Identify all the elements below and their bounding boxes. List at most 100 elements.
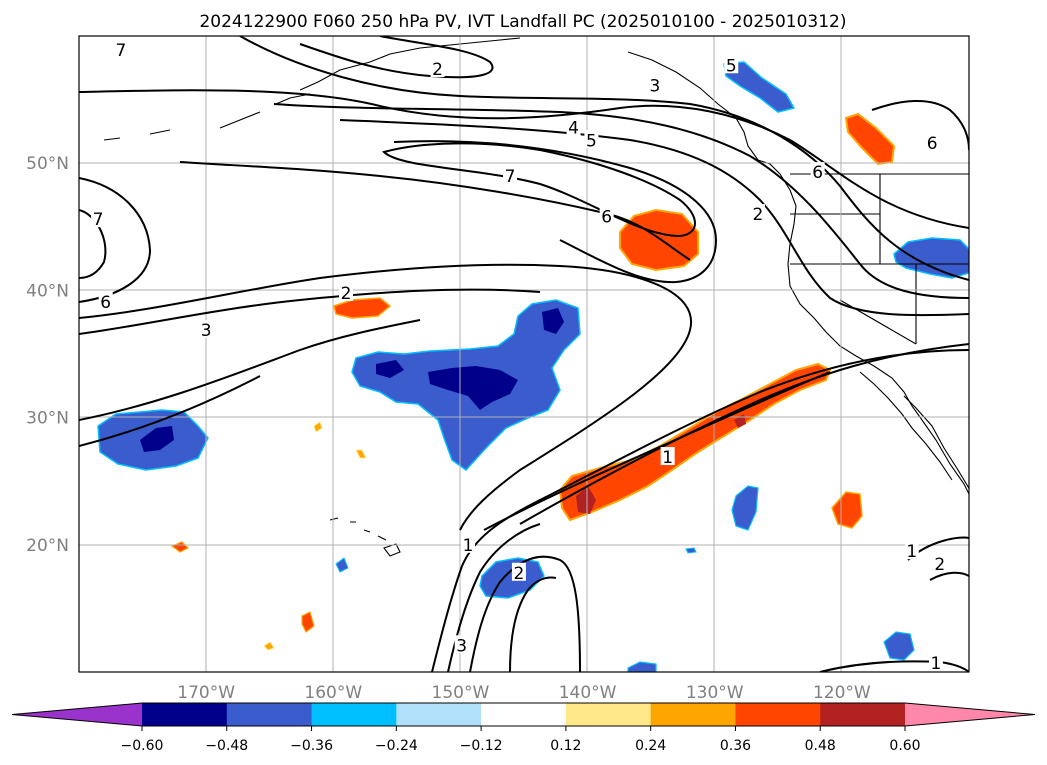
contour-label-bg (430, 59, 445, 78)
strong-negative-core (542, 308, 564, 334)
hawaii-islands (329, 517, 401, 557)
colorbar-segment (650, 703, 736, 726)
colorbar-segment (481, 703, 567, 726)
positive-anomaly-patch (301, 611, 315, 633)
lon-tick-label: 120°W (813, 683, 871, 703)
negative-anomaly-patch (335, 557, 349, 573)
colorbar-segment (820, 703, 906, 726)
contour-label-bg (925, 132, 940, 151)
positive-anomaly-patch (333, 297, 392, 319)
lon-tick-label: 130°W (686, 683, 744, 703)
pv-contour (339, 119, 969, 317)
positive-anomaly-patch (831, 491, 863, 529)
colorbar-tick-label: −0.60 (121, 738, 164, 754)
contour-label-bg (98, 291, 113, 310)
pv-contour (79, 288, 541, 335)
pv-contour (79, 375, 261, 447)
negative-anomaly-patch (893, 237, 969, 279)
colorbar-tick-label: −0.24 (375, 738, 418, 754)
negative-anomaly-patch (731, 485, 759, 531)
strong-negative-core (140, 426, 174, 452)
contour-label: 2 (514, 564, 525, 584)
pv-contour (483, 371, 831, 531)
lon-tick-label: 150°W (432, 683, 490, 703)
contour-label: 3 (456, 636, 467, 656)
alaska-coast (103, 37, 521, 141)
contour-label: 2 (753, 205, 764, 225)
contour-label: 5 (586, 131, 597, 151)
pv-contour (273, 103, 969, 299)
contour-label: 7 (116, 41, 127, 61)
lat-tick-label: 30°N (26, 409, 69, 429)
lon-tick-label: 140°W (559, 683, 617, 703)
negative-anomaly-patch (685, 547, 697, 554)
contour-label: 1 (931, 654, 942, 674)
contour-label: 7 (505, 167, 516, 187)
colorbar-segment (396, 703, 482, 726)
lat-tick-label: 50°N (26, 154, 69, 174)
mexico-coast (903, 395, 969, 490)
contour-label-bg (599, 206, 614, 225)
contour-label-bg (91, 209, 106, 228)
contour-label: 1 (906, 542, 917, 562)
coastlines (103, 37, 969, 557)
pv-contour (431, 349, 969, 672)
contour-label-bg (810, 162, 825, 181)
contour-label-bg (932, 553, 947, 572)
pv-contour (79, 263, 693, 531)
colorbar-segment (565, 703, 652, 726)
lat-tick-label: 40°N (26, 281, 69, 301)
colorbar-tick-label: 0.36 (720, 738, 751, 754)
contour-label: 2 (341, 284, 352, 304)
colorbar-extend-low (12, 703, 142, 726)
contour-label: 6 (601, 208, 612, 228)
contour-label-bg (660, 447, 675, 466)
colorbar-tick-label: 0.48 (805, 738, 836, 754)
map-frame (78, 35, 970, 673)
contour-label: 5 (726, 56, 737, 76)
negative-anomaly-patch (627, 661, 657, 672)
lat-tick-label: 20°N (26, 536, 69, 556)
contour-label-bg (113, 39, 128, 58)
contour-label-bg (904, 541, 919, 560)
pv-contour (299, 36, 494, 79)
contour-label-bg (566, 117, 581, 136)
contour-label-bg (461, 534, 476, 553)
contour-label-bg (647, 75, 662, 94)
contour-label-bg (454, 635, 469, 654)
contour-label: 3 (201, 321, 212, 341)
colorbar-segment (226, 703, 313, 726)
strong-positive-core (576, 486, 596, 514)
colorbar-segment (735, 703, 821, 726)
positive-anomaly-patch (844, 112, 896, 166)
contour-label-bg (724, 55, 739, 74)
colorbar-tick-label: −0.48 (205, 738, 248, 754)
colorbar-extend-high (905, 703, 1035, 726)
contour-label: 3 (650, 77, 661, 97)
colorbar-segment (142, 703, 228, 726)
contour-label-bg (750, 204, 765, 223)
contour-label: 6 (100, 293, 111, 313)
contour-label: 2 (432, 60, 443, 80)
pv-contour (179, 161, 691, 261)
negative-anomaly-patch (883, 631, 915, 661)
figure-title: 2024122900 F060 250 hPa PV, IVT Landfall… (199, 12, 846, 32)
contour-label: 1 (463, 536, 474, 556)
contour-label: 4 (568, 119, 579, 139)
contour-label: 7 (93, 210, 104, 230)
pv-contour (79, 89, 969, 229)
strong-negative-core (428, 366, 518, 410)
baja-coast (859, 371, 953, 481)
contour-label-bg (584, 130, 599, 149)
lon-tick-label: 160°W (304, 683, 362, 703)
longitude-labels: 170°W 160°W 150°W 140°W 130°W 120°W (177, 683, 871, 703)
lon-tick-label: 170°W (177, 683, 235, 703)
pv-contour (509, 576, 557, 672)
contour-label: 2 (934, 555, 945, 575)
negative-anomaly-patch (723, 61, 796, 113)
colorbar-tick-label: 0.12 (550, 738, 581, 754)
contour-label-bg (339, 282, 353, 301)
latitude-labels: 20°N 30°N 40°N 50°N (26, 154, 69, 556)
